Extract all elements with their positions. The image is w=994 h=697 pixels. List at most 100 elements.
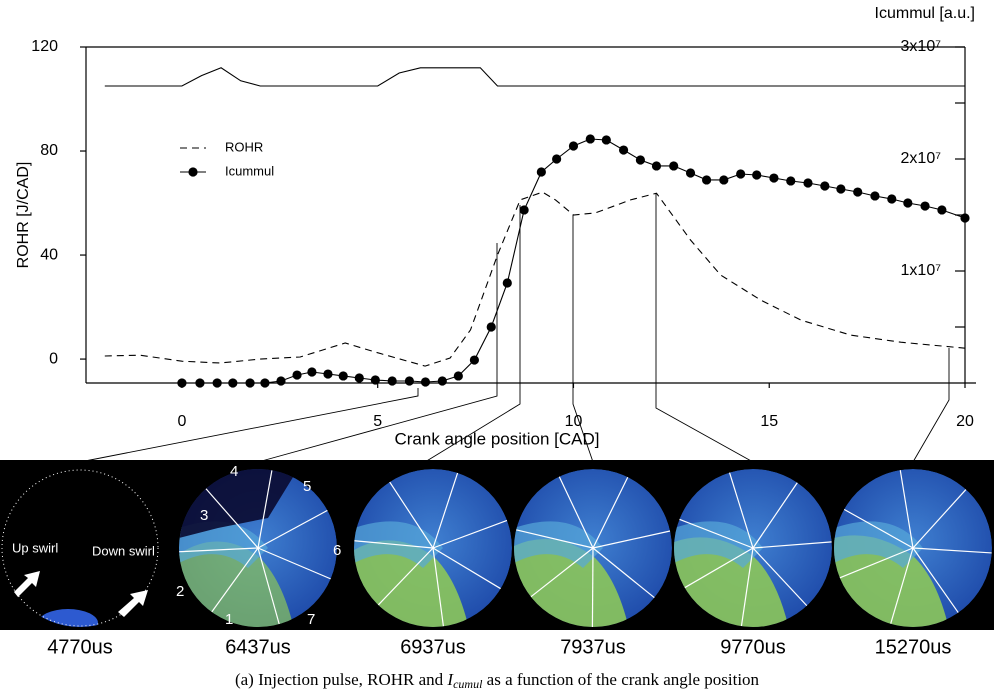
spoke — [211, 547, 259, 613]
data-point — [820, 181, 830, 191]
blob — [38, 609, 98, 627]
data-point — [292, 370, 302, 380]
data-point — [260, 378, 270, 388]
caption-prefix: (a) Injection pulse, ROHR and — [235, 670, 447, 689]
spoke — [257, 470, 273, 549]
light-region — [179, 521, 268, 568]
spoke — [377, 547, 434, 606]
data-point — [651, 161, 662, 171]
data-point — [786, 176, 796, 186]
spoke — [679, 518, 754, 549]
x-tick-label: 10 — [565, 413, 583, 430]
time-label: 6437us — [225, 636, 291, 658]
nozzle-label: 5 — [303, 478, 311, 495]
frame — [834, 469, 992, 627]
spoke — [432, 519, 508, 549]
light-region — [834, 521, 923, 568]
data-point — [276, 376, 286, 386]
series-line — [104, 67, 965, 87]
spoke — [515, 529, 594, 549]
data-point — [536, 167, 546, 177]
spoke — [728, 472, 754, 549]
connectors — [79, 193, 950, 463]
y2-axis-label: Icummul [a.u.] — [875, 5, 975, 22]
data-point — [719, 175, 729, 185]
nozzle-label: 6 — [333, 542, 341, 559]
data-point — [937, 205, 947, 215]
data-point — [420, 377, 431, 387]
caption-subscript: cumul — [453, 677, 483, 691]
spoke — [432, 547, 502, 590]
data-point — [669, 161, 679, 171]
data-point — [307, 367, 317, 377]
x-tick-label: 15 — [760, 413, 778, 430]
series-line — [104, 191, 966, 367]
frame-bg — [1, 469, 159, 627]
data-point — [903, 198, 913, 208]
time-label: 9770us — [720, 636, 786, 658]
data-point — [618, 145, 629, 155]
frames — [1, 469, 992, 627]
spoke — [752, 547, 808, 607]
up-swirl-label: Up swirl — [12, 540, 58, 555]
arrow — [118, 590, 148, 617]
y2-tick-label: 2x10⁷ — [901, 150, 942, 167]
dark-region — [179, 469, 298, 538]
spoke — [684, 547, 754, 589]
data-point — [212, 378, 222, 388]
spoke — [558, 476, 594, 549]
x-tick-label: 0 — [177, 413, 186, 430]
data-point — [354, 373, 364, 383]
spoke — [912, 489, 967, 549]
frame — [354, 469, 512, 627]
spoke — [912, 547, 992, 554]
spoke — [257, 509, 328, 549]
spoke — [890, 547, 914, 624]
y-tick-label: 120 — [31, 38, 58, 55]
data-point — [960, 213, 970, 223]
down-swirl-label: Down swirl — [92, 543, 155, 558]
legend-marker — [188, 167, 198, 177]
time-label: 15270us — [875, 636, 952, 658]
data-point — [685, 168, 696, 178]
y-tick-label: 40 — [40, 246, 58, 263]
green-region — [834, 535, 949, 627]
legend-label: ROHR — [225, 139, 263, 154]
spoke — [354, 540, 434, 549]
y2-tick-label: 3x10⁷ — [901, 38, 942, 55]
data-point — [585, 134, 595, 144]
spoke — [839, 547, 914, 579]
data-point — [519, 205, 529, 215]
data-point — [177, 378, 187, 388]
x-tick-label: 5 — [373, 413, 382, 430]
data-point — [920, 201, 930, 211]
data-point — [387, 376, 397, 386]
light-region — [674, 521, 763, 568]
time-label: 4770us — [47, 636, 113, 658]
spoke — [592, 530, 671, 549]
data-point — [601, 135, 611, 145]
data-point — [701, 175, 712, 185]
data-point — [769, 173, 779, 183]
spoke — [432, 547, 445, 627]
spoke — [530, 547, 594, 598]
green-region — [514, 538, 629, 627]
legend-label: Icummul — [225, 163, 274, 178]
spoke — [432, 472, 459, 549]
spoke — [389, 481, 434, 549]
data-point — [736, 169, 746, 179]
caption: (a) Injection pulse, ROHR and Icumul as … — [235, 670, 760, 691]
data-point — [635, 155, 646, 165]
data-point — [338, 371, 348, 381]
caption-symbol: I — [446, 670, 454, 689]
spoke — [205, 488, 259, 549]
spoke — [257, 547, 280, 625]
caption-suffix: as a function of the crank angle positio… — [482, 670, 759, 689]
light-region — [514, 521, 603, 568]
spoke — [912, 547, 959, 614]
x-tick-label: 20 — [956, 413, 974, 430]
data-point — [469, 355, 480, 365]
data-point — [887, 194, 897, 204]
green-region — [674, 537, 789, 627]
